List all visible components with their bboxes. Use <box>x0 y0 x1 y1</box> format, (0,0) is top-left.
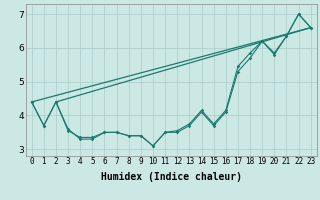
X-axis label: Humidex (Indice chaleur): Humidex (Indice chaleur) <box>101 172 242 182</box>
